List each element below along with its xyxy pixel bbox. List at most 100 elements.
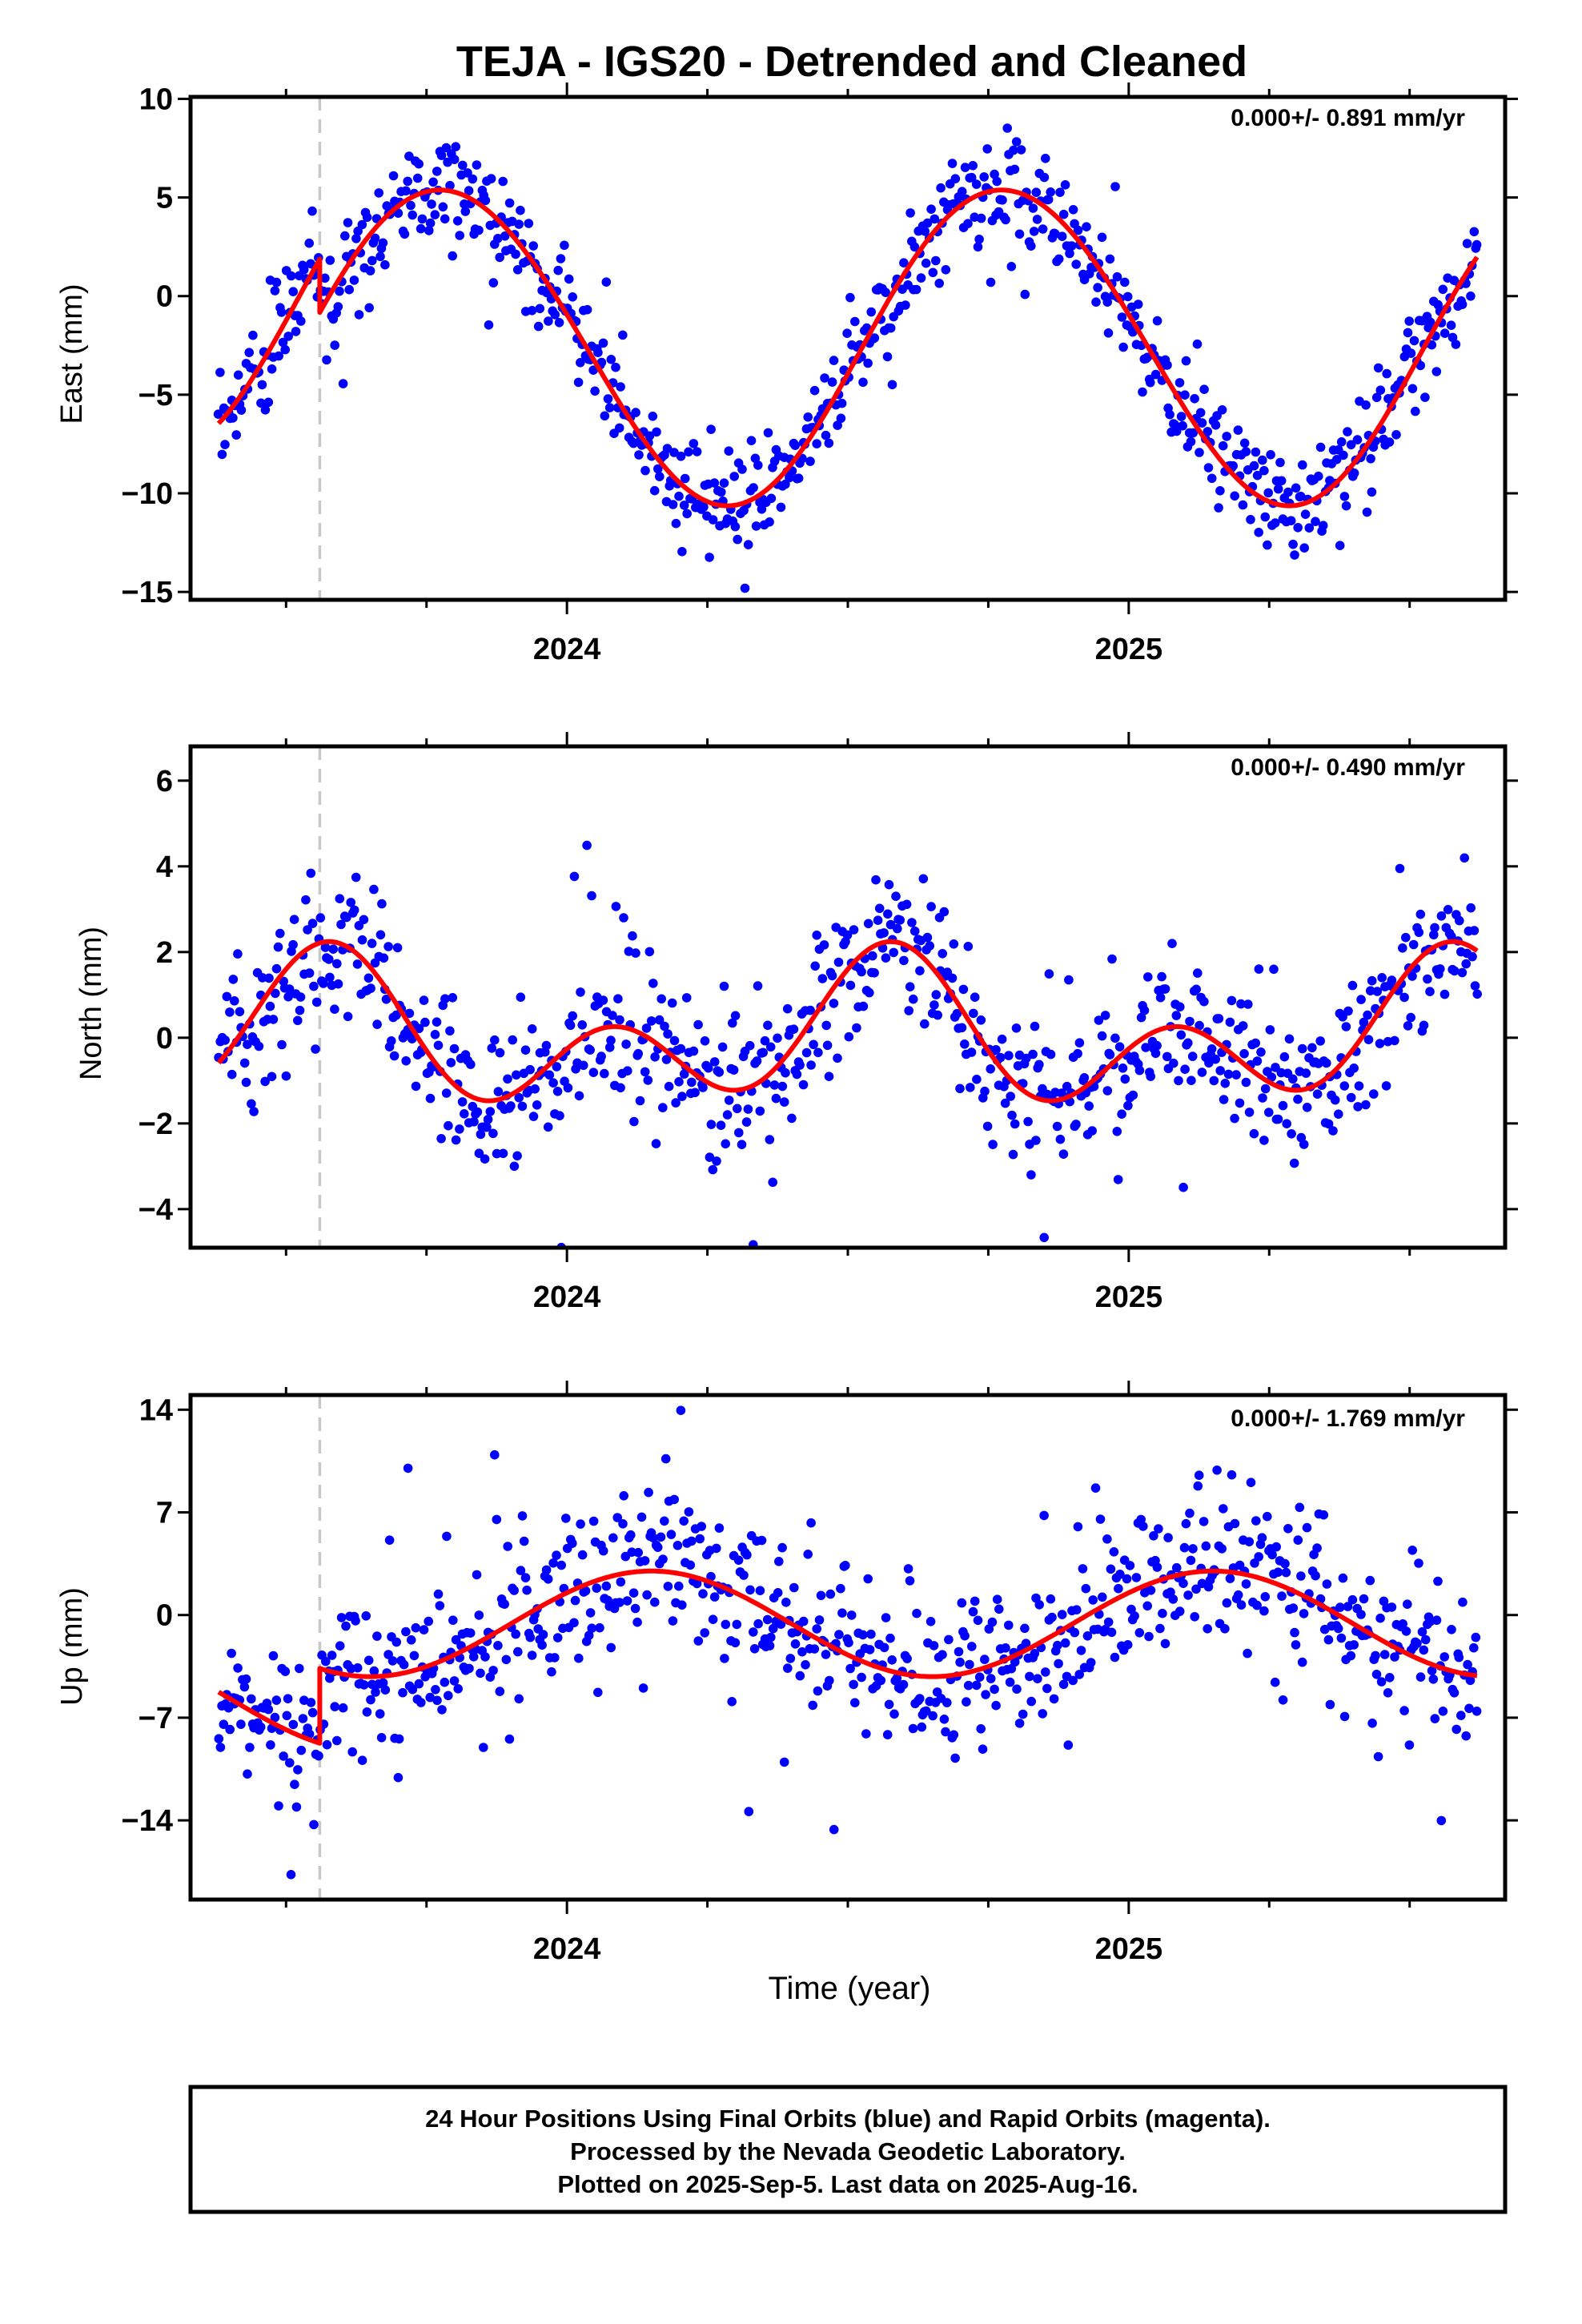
north-point: [493, 1087, 504, 1096]
east-point: [1346, 440, 1356, 450]
east-point: [971, 179, 982, 189]
east-point: [668, 500, 678, 509]
east-point: [484, 320, 494, 330]
east-point: [1068, 204, 1078, 215]
north-point: [997, 1034, 1007, 1044]
north-point: [582, 840, 592, 850]
up-point: [658, 1554, 668, 1564]
up-point: [1325, 1699, 1335, 1710]
north-point: [1044, 969, 1054, 979]
east-point: [901, 300, 910, 310]
north-point: [922, 932, 933, 943]
east-point: [821, 430, 831, 440]
east-point: [401, 186, 411, 196]
north-point: [389, 1051, 400, 1061]
north-point: [1439, 989, 1450, 999]
east-point: [590, 386, 600, 396]
up-point: [268, 1651, 279, 1661]
east-point: [973, 242, 983, 252]
east-point: [845, 292, 855, 303]
up-point: [1020, 1623, 1030, 1634]
east-point: [1375, 385, 1386, 396]
up-point: [330, 1702, 340, 1711]
north-point: [1297, 1043, 1307, 1054]
north-point: [741, 1117, 752, 1127]
north-point: [306, 868, 316, 879]
north-point: [651, 1139, 661, 1148]
up-point: [1296, 1571, 1306, 1581]
east-point: [649, 485, 660, 496]
north-point: [1112, 1127, 1122, 1136]
east-point: [1105, 254, 1115, 264]
north-point: [1377, 973, 1387, 983]
up-point: [1155, 1623, 1165, 1634]
north-point: [260, 1076, 270, 1087]
up-point: [501, 1655, 512, 1665]
east-point: [1117, 312, 1127, 322]
east-point: [1174, 378, 1185, 388]
up-point: [1263, 1511, 1272, 1522]
east-point: [992, 176, 1002, 187]
north-point: [644, 947, 655, 957]
up-point: [928, 1711, 938, 1721]
east-point: [307, 206, 317, 216]
east-point: [1276, 476, 1287, 486]
north-point: [1046, 1049, 1056, 1059]
east-point: [1055, 187, 1065, 197]
east-point: [1222, 432, 1231, 441]
east-point: [1028, 203, 1038, 213]
east-point: [1349, 468, 1359, 478]
east-point: [652, 427, 661, 437]
up-point: [845, 1663, 855, 1674]
east-point: [291, 327, 301, 336]
east-point: [934, 279, 944, 288]
north-point: [1028, 1049, 1038, 1059]
east-point: [730, 521, 741, 532]
east-point: [1146, 377, 1155, 388]
east-point: [1288, 539, 1298, 549]
north-point: [763, 1020, 773, 1031]
east-point: [320, 273, 330, 283]
north-point: [1322, 1058, 1331, 1068]
north-point: [1366, 986, 1375, 995]
up-point: [960, 1630, 970, 1641]
up-point: [1171, 1562, 1182, 1573]
east-point: [364, 303, 375, 313]
up-point: [981, 1690, 990, 1699]
east-point: [1339, 492, 1350, 501]
east-point: [899, 258, 909, 268]
north-point: [1466, 903, 1476, 913]
north-point: [1330, 1095, 1340, 1105]
up-point: [926, 1617, 936, 1626]
up-point: [921, 1706, 931, 1716]
up-point: [1299, 1609, 1309, 1618]
up-point: [1471, 1632, 1481, 1642]
north-point: [228, 975, 239, 984]
north-point: [752, 1056, 762, 1066]
up-point: [753, 1618, 763, 1629]
up-point: [1081, 1583, 1091, 1594]
east-point: [1041, 154, 1050, 163]
up-point: [271, 1695, 282, 1705]
up-point: [1412, 1638, 1422, 1648]
east-point: [653, 464, 663, 474]
north-point: [254, 1041, 264, 1051]
up-point: [1194, 1470, 1204, 1480]
up-point: [1401, 1626, 1411, 1636]
north-point: [813, 1047, 823, 1058]
east-point: [1425, 317, 1435, 328]
up-point: [1260, 1592, 1271, 1602]
north-point: [633, 1048, 643, 1059]
east-point: [468, 174, 478, 184]
north-point: [883, 909, 893, 919]
north-point: [729, 1065, 739, 1075]
east-point: [228, 413, 238, 423]
up-point: [332, 1735, 342, 1746]
up-point: [1134, 1628, 1145, 1638]
up-point: [1174, 1606, 1185, 1616]
north-point: [1407, 971, 1417, 981]
up-point: [1095, 1514, 1106, 1524]
east-point: [604, 403, 615, 412]
north-point: [1408, 939, 1419, 950]
north-point: [392, 943, 403, 953]
